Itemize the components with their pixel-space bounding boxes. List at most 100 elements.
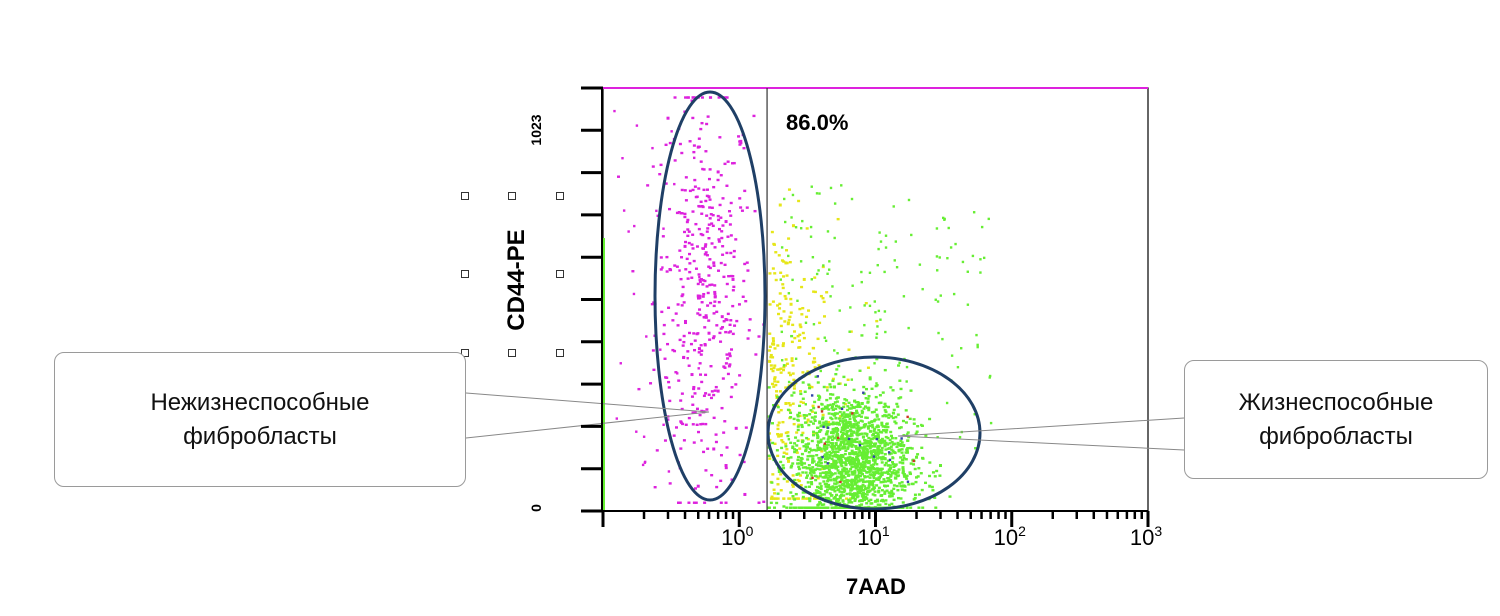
data-point-viable: [825, 488, 829, 491]
data-point-viable: [852, 440, 856, 443]
data-point-nonviable: [619, 362, 622, 365]
data-point-viable: [796, 413, 800, 417]
data-point-viable: [804, 321, 808, 325]
data-point-viable: [883, 439, 887, 443]
data-point-nonviable: [681, 422, 685, 426]
data-point-nonviable: [653, 486, 657, 489]
data-point-viable: [841, 417, 845, 420]
data-point-nonviable: [721, 377, 725, 380]
data-point-nonviable: [738, 197, 742, 200]
data-point-nonviable: [701, 167, 704, 171]
data-point-viable: [920, 423, 923, 427]
data-point-viable: [813, 419, 817, 423]
data-point-viable: [797, 411, 801, 415]
data-point-viable: [797, 465, 801, 468]
data-point-viable: [837, 405, 841, 408]
data-point-viable: [796, 439, 800, 442]
selection-handle-tl[interactable]: [461, 192, 469, 200]
data-point-viable: [833, 236, 836, 240]
data-point-viable: [818, 482, 822, 485]
data-point-viable: [915, 430, 919, 433]
data-point-viable: [829, 436, 833, 439]
data-point-viable: [846, 447, 850, 450]
data-point-viable: [855, 484, 859, 488]
data-point-intermediate: [771, 337, 775, 340]
data-point-viable: [899, 426, 903, 429]
data-point-viable: [879, 499, 883, 502]
data-point-viable: [876, 425, 880, 428]
data-point-viable: [873, 467, 877, 471]
data-point-viable: [858, 441, 862, 445]
data-point-viable: [816, 444, 820, 447]
data-point-nonviable: [676, 303, 680, 306]
data-point-intermediate: [798, 333, 802, 336]
data-point-viable: [796, 415, 800, 418]
data-point-other: [900, 437, 903, 440]
data-point-viable: [840, 471, 844, 474]
data-point-viable: [851, 478, 855, 482]
data-point-nonviable: [687, 501, 691, 504]
data-point-viable: [876, 470, 880, 473]
data-point-viable: [846, 456, 850, 459]
data-point-viable: [856, 465, 860, 468]
data-point-viable: [855, 456, 859, 459]
data-point-viable: [832, 477, 836, 481]
data-point-nonviable: [643, 461, 647, 464]
data-point-viable: [821, 476, 825, 479]
data-point-other: [811, 476, 814, 480]
data-point-viable: [849, 493, 853, 496]
selection-handle-bm[interactable]: [508, 349, 516, 357]
data-point-viable: [809, 225, 813, 229]
data-point-viable: [886, 443, 890, 446]
data-point-viable: [830, 438, 834, 442]
data-point-viable: [838, 490, 842, 493]
data-point-intermediate: [776, 454, 780, 458]
data-point-intermediate: [776, 380, 780, 384]
callout-viable-line2: фибробласты: [1259, 422, 1413, 450]
selection-handle-br[interactable]: [556, 349, 564, 357]
data-point-viable: [853, 419, 857, 423]
data-point-viable: [873, 459, 877, 463]
data-point-nonviable: [743, 492, 747, 496]
data-point-viable: [793, 450, 797, 454]
data-point-viable: [816, 436, 820, 440]
data-point-nonviable: [714, 385, 718, 389]
data-point-nonviable: [704, 422, 708, 426]
data-point-nonviable: [726, 357, 730, 360]
data-point-viable: [878, 441, 882, 444]
data-point-viable: [832, 479, 836, 482]
data-point-nonviable: [714, 433, 718, 436]
data-point-other: [906, 415, 909, 419]
selection-handle-tm[interactable]: [508, 192, 516, 200]
data-point-viable: [837, 421, 841, 425]
data-point-other: [862, 391, 865, 394]
data-point-viable: [952, 292, 956, 296]
data-point-viable: [776, 405, 780, 409]
data-point-viable: [838, 423, 842, 426]
data-point-nonviable: [762, 500, 766, 503]
selection-handle-mr[interactable]: [556, 270, 564, 278]
selection-handle-tr[interactable]: [556, 192, 564, 200]
data-point-intermediate: [798, 339, 802, 342]
data-point-viable: [814, 463, 818, 467]
data-point-viable: [873, 445, 877, 448]
data-point-nonviable: [671, 319, 675, 322]
data-point-viable: [931, 471, 935, 474]
data-point-viable: [815, 272, 819, 276]
data-point-intermediate: [776, 424, 780, 427]
data-point-intermediate: [773, 364, 777, 367]
data-point-viable: [843, 398, 847, 401]
data-point-intermediate: [801, 331, 805, 335]
data-point-other: [820, 410, 824, 413]
callout-viable: Жизнеспособные фибробласты: [1184, 360, 1488, 479]
selection-handle-ml[interactable]: [461, 270, 469, 278]
data-point-viable: [805, 445, 809, 449]
data-point-viable: [829, 503, 833, 506]
data-point-intermediate: [770, 367, 774, 371]
data-point-viable: [842, 468, 846, 472]
data-point-viable: [797, 467, 801, 471]
data-point-viable: [897, 397, 901, 400]
data-point-viable: [877, 439, 881, 442]
data-point-viable: [897, 468, 901, 471]
data-point-nonviable: [698, 313, 702, 317]
